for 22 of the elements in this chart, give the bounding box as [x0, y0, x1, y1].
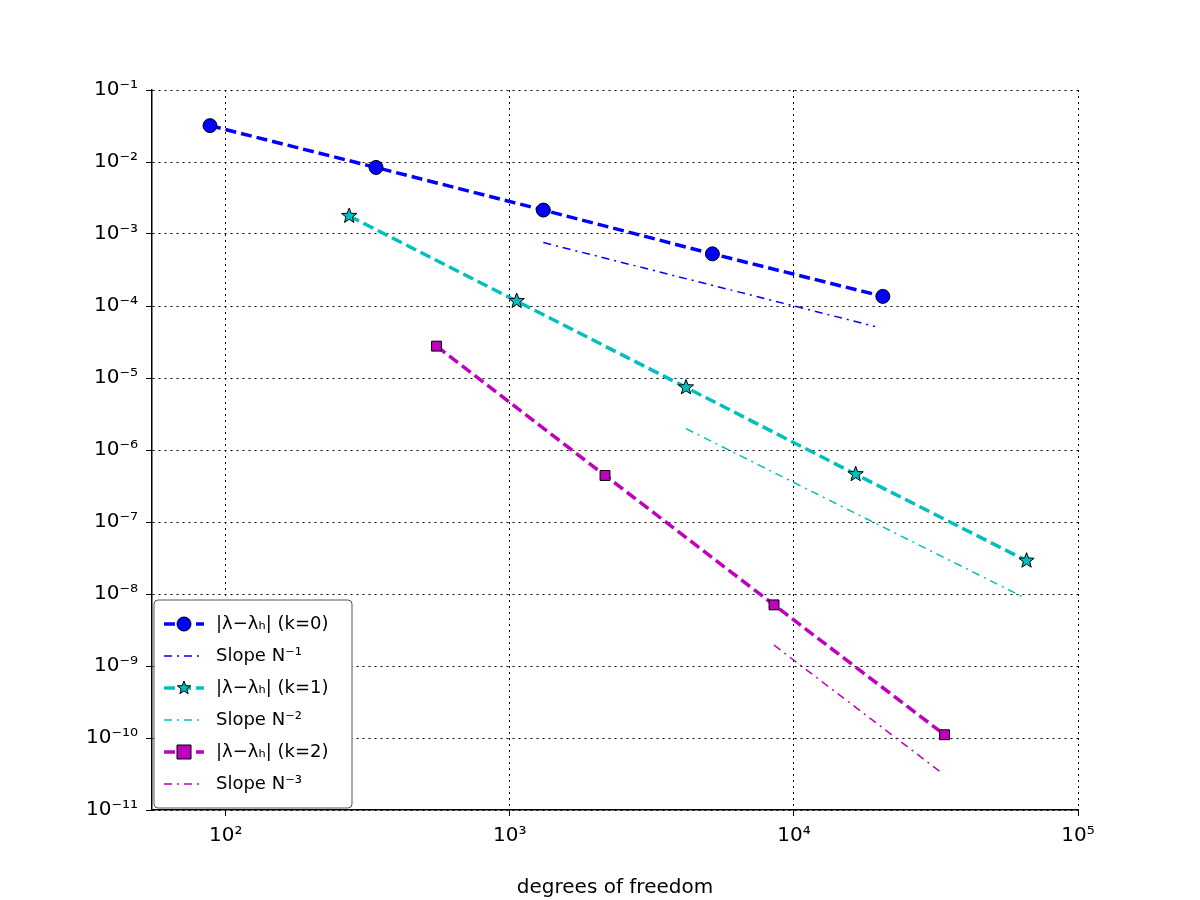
x-tick-label: 10⁵ — [1061, 822, 1095, 847]
y-tick-label: 10⁻⁴ — [93, 292, 138, 317]
y-tick-label: 10⁻² — [93, 148, 138, 173]
legend-label: Slope N⁻² — [216, 707, 302, 729]
legend-label: Slope N⁻³ — [216, 771, 302, 793]
y-tick-label: 10⁻¹ — [93, 76, 138, 101]
y-tick-label: 10⁻⁶ — [93, 436, 138, 461]
x-axis-title: degrees of freedom — [516, 874, 714, 899]
x-tick-label: 10³ — [493, 822, 527, 847]
legend-label: |λ−λₕ| (k=2) — [216, 739, 329, 761]
y-tick-label: 10⁻³ — [93, 220, 138, 245]
y-tick-label: 10⁻⁵ — [93, 364, 138, 389]
x-tick-label: 10² — [209, 822, 243, 847]
x-tick-label: 10⁴ — [777, 822, 811, 847]
y-tick-label: 10⁻¹¹ — [85, 796, 138, 821]
y-tick-label: 10⁻¹⁰ — [85, 724, 138, 749]
legend-label: |λ−λₕ| (k=1) — [216, 675, 329, 697]
legend-label: Slope N⁻¹ — [216, 643, 302, 665]
y-tick-label: 10⁻⁷ — [93, 508, 138, 533]
y-tick-label: 10⁻⁸ — [93, 580, 138, 605]
y-tick-label: 10⁻⁹ — [93, 652, 138, 677]
legend-label: |λ−λₕ| (k=0) — [216, 611, 329, 633]
